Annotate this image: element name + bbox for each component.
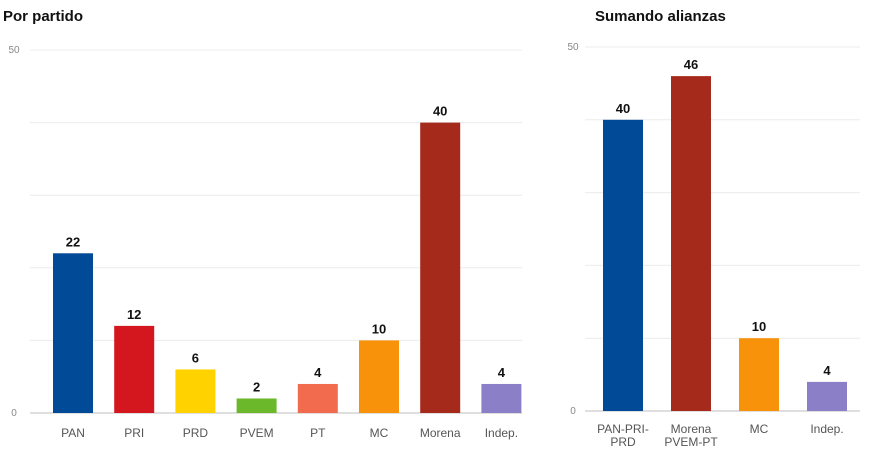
- x-tick-label: PT: [310, 426, 326, 440]
- x-tick-label: Indep.: [485, 426, 518, 440]
- x-tick-label: PRI: [124, 426, 144, 440]
- bar: [739, 338, 779, 411]
- x-tick-label: MC: [750, 422, 769, 436]
- x-tick-label: PAN-PRI-PRD: [597, 422, 649, 449]
- data-label: 12: [127, 307, 141, 322]
- bar: [236, 398, 277, 413]
- data-label: 4: [314, 365, 322, 380]
- x-tick-label: PRD: [183, 426, 209, 440]
- bar: [175, 369, 216, 413]
- bar: [359, 340, 399, 413]
- x-tick-label: PVEM: [240, 426, 274, 440]
- bar-chart-svg: 0 50 40 PAN-PRI-PRD 46 Morena PVEM-PT 10 MC 4 Inde…: [567, 42, 860, 449]
- data-label: 22: [66, 234, 80, 249]
- bar: [420, 122, 461, 413]
- bar: [297, 383, 338, 413]
- bar-chart-svg: 0 50 22 PAN 12 PRI 6 PRD 2 PVEM 4 PT 10 MC 40 Morena 4 In…: [8, 45, 522, 440]
- x-tick-label: PAN: [61, 426, 85, 440]
- data-label: 2: [253, 379, 260, 394]
- bar: [603, 119, 643, 412]
- data-label: 10: [752, 319, 766, 334]
- data-label: 40: [433, 104, 447, 119]
- y-tick-label: 50: [8, 45, 20, 56]
- bar: [481, 383, 522, 413]
- x-tick-label: Indep.: [810, 422, 843, 436]
- x-tick-label: Morena PVEM-PT: [664, 422, 718, 449]
- data-label: 6: [192, 350, 199, 365]
- data-label: 10: [372, 321, 386, 336]
- bar: [114, 325, 155, 413]
- data-label: 40: [616, 101, 630, 116]
- y-tick-label: 50: [567, 42, 579, 53]
- bar: [53, 253, 93, 413]
- chart-title: Sumando alianzas: [595, 8, 726, 25]
- bar: [671, 76, 711, 412]
- bar: [807, 381, 847, 411]
- x-tick-label: Morena: [420, 426, 461, 440]
- data-label: 4: [498, 365, 506, 380]
- data-label: 46: [684, 57, 698, 72]
- chart-title: Por partido: [3, 8, 84, 25]
- y-tick-label: 0: [11, 408, 17, 419]
- chart-por-partido: Por partido 0 50 22 PAN 12 PRI 6 PRD 2 PVEM 4 PT 10 M…: [3, 8, 522, 440]
- data-label: 4: [823, 363, 831, 378]
- chart-sumando-alianzas: Sumando alianzas 0 50 40 PAN-PRI-PRD 46 Moren…: [560, 0, 869, 450]
- y-tick-label: 0: [570, 406, 576, 417]
- x-tick-label: MC: [370, 426, 389, 440]
